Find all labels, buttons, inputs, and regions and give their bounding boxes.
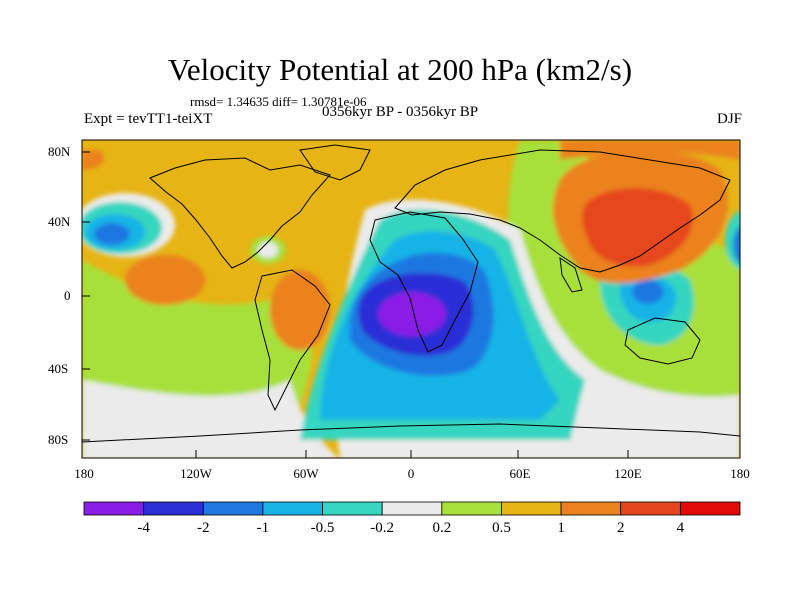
colorbar-swatch: [679, 501, 741, 516]
period-label: 0356kyr BP - 0356kyr BP: [322, 104, 479, 120]
coastlines: [82, 144, 740, 443]
colorbar-swatch: [381, 501, 443, 516]
colorbar-label: -4: [137, 520, 150, 536]
axis-ticks: [82, 151, 629, 458]
colorbar-label: -2: [197, 520, 210, 536]
colorbar-swatch: [501, 501, 562, 516]
colorbar-swatch: [560, 501, 622, 516]
lon-label-60e: 60E: [509, 466, 531, 481]
colorbar-swatch: [202, 501, 264, 516]
lon-label-180e: 180: [730, 466, 750, 481]
colorbar-swatch: [143, 501, 204, 516]
colorbar-label: 0.5: [492, 520, 511, 536]
colorbar-swatch: [262, 501, 323, 516]
colorbar-swatch: [322, 501, 383, 516]
colorbar-label: 4: [676, 520, 685, 536]
colorbar-swatch: [620, 501, 681, 516]
season-label: DJF: [716, 111, 742, 127]
lon-label-0: 0: [407, 466, 415, 481]
lat-label-40s: 40S: [48, 361, 69, 376]
lat-label-0: 0: [64, 288, 71, 303]
experiment-label: Expt = tevTT1-teiXT: [84, 111, 213, 127]
colorbar-swatch: [441, 501, 502, 516]
stats-text: rmsd= 1.34635 diff= 1.30781e-06: [190, 94, 367, 109]
colorbar-label: -0.2: [370, 520, 395, 536]
colorbar-label: 1: [557, 520, 565, 536]
colorbar-label: -1: [256, 520, 270, 536]
lon-label-120e: 120E: [614, 466, 642, 481]
colorbar-label: 2: [616, 520, 625, 536]
map-title: Velocity Potential at 200 hPa (km2/s): [167, 52, 633, 87]
lat-label-80n: 80N: [48, 144, 71, 159]
colorbar-label: -0.5: [310, 520, 335, 536]
lon-label-180w: 180: [74, 466, 94, 481]
colorbar: [83, 501, 741, 516]
colorbar-swatch: [83, 501, 145, 516]
colorbar-label: 0.2: [432, 520, 452, 536]
lon-label-120w: 120W: [180, 466, 212, 481]
lat-label-40n: 40N: [48, 214, 71, 229]
velocity-potential-field: [82, 140, 740, 458]
lat-label-80s: 80S: [48, 432, 69, 447]
lon-label-60w: 60W: [293, 466, 319, 481]
